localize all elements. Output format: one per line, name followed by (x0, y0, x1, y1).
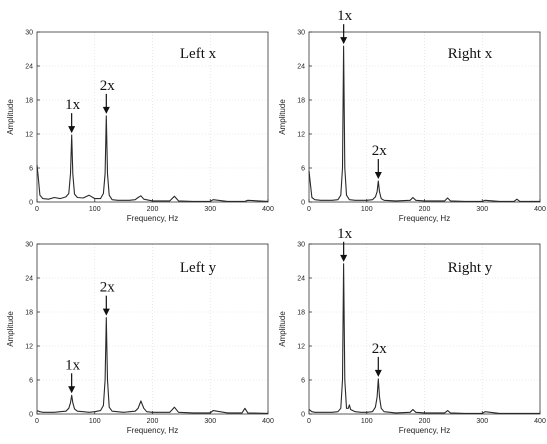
y-axis-label: Amplitude (278, 311, 287, 347)
y-tick-label: 12 (297, 132, 305, 139)
x-tick-label: 0 (35, 418, 39, 425)
y-tick-label: 6 (301, 378, 305, 385)
annotation-label: 1x (65, 357, 81, 373)
x-tick-label: 300 (476, 206, 488, 213)
y-tick-label: 6 (29, 166, 33, 173)
x-tick-label: 200 (147, 418, 159, 425)
annotation-label: 2x (100, 280, 116, 296)
annotation-label: 1x (337, 226, 353, 242)
x-tick-label: 100 (89, 418, 101, 425)
annotation-arrowhead (374, 172, 382, 180)
y-tick-label: 6 (29, 378, 33, 385)
annotation-arrowhead (102, 106, 110, 114)
annotation-arrowhead (374, 369, 382, 377)
spectrum-line (36, 317, 269, 414)
y-axis-label: Amplitude (278, 99, 287, 135)
y-tick-label: 30 (297, 30, 305, 37)
annotation-label: 1x (337, 8, 353, 24)
x-axis-label: Frequency, Hz (127, 214, 178, 223)
annotation-arrowhead (68, 126, 76, 134)
y-tick-label: 24 (25, 64, 33, 71)
y-tick-label: 18 (297, 98, 305, 105)
x-axis-label: Frequency, Hz (399, 214, 450, 223)
x-tick-label: 200 (419, 206, 431, 213)
spectrum-line (36, 115, 269, 202)
x-tick-label: 100 (361, 206, 373, 213)
y-tick-label: 18 (297, 310, 305, 317)
x-tick-label: 100 (361, 418, 373, 425)
y-axis-label: Amplitude (6, 99, 15, 135)
y-tick-label: 0 (29, 200, 33, 207)
y-tick-label: 24 (25, 276, 33, 283)
x-tick-label: 300 (476, 418, 488, 425)
x-tick-label: 0 (307, 206, 311, 213)
x-tick-label: 300 (204, 206, 216, 213)
y-tick-label: 24 (297, 276, 305, 283)
y-tick-label: 12 (25, 132, 33, 139)
x-tick-label: 200 (419, 418, 431, 425)
y-tick-label: 30 (25, 242, 33, 249)
x-tick-label: 0 (307, 418, 311, 425)
annotation-arrowhead (102, 308, 110, 316)
annotation-label: 2x (372, 341, 388, 357)
x-tick-label: 400 (262, 206, 274, 213)
y-tick-label: 0 (29, 412, 33, 419)
y-tick-label: 0 (301, 412, 305, 419)
panel-title: Left y (180, 260, 217, 276)
x-tick-label: 200 (147, 206, 159, 213)
y-tick-label: 12 (25, 344, 33, 351)
y-tick-label: 30 (25, 30, 33, 37)
annotation-label: 2x (100, 78, 116, 94)
y-axis-label: Amplitude (6, 311, 15, 347)
x-tick-label: 400 (534, 206, 546, 213)
annotation-arrowhead (340, 254, 348, 262)
x-tick-label: 400 (262, 418, 274, 425)
x-axis-label: Frequency, Hz (127, 426, 178, 435)
x-tick-label: 300 (204, 418, 216, 425)
y-tick-label: 24 (297, 64, 305, 71)
x-tick-label: 400 (534, 418, 546, 425)
y-tick-label: 12 (297, 344, 305, 351)
annotation-arrowhead (68, 386, 76, 394)
x-tick-label: 0 (35, 206, 39, 213)
spectrum-line (308, 45, 540, 202)
y-tick-label: 30 (297, 242, 305, 249)
annotation-arrowhead (340, 37, 348, 45)
x-axis-label: Frequency, Hz (399, 426, 450, 435)
annotation-label: 2x (372, 143, 388, 159)
panel-title: Right y (448, 260, 493, 276)
panel-title: Right x (448, 46, 493, 62)
y-tick-label: 0 (301, 200, 305, 207)
y-tick-label: 6 (301, 166, 305, 173)
annotation-label: 1x (65, 97, 81, 113)
x-tick-label: 100 (89, 206, 101, 213)
y-tick-label: 18 (25, 310, 33, 317)
spectrum-line (308, 263, 540, 414)
panel-title: Left x (180, 46, 217, 62)
y-tick-label: 18 (25, 98, 33, 105)
